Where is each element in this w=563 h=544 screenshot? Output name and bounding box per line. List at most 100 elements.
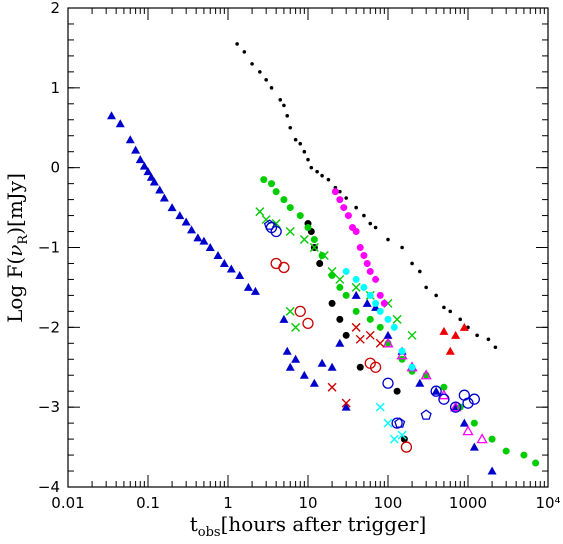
data-point: [338, 189, 342, 194]
data-point: [344, 212, 352, 220]
data-point: [282, 103, 286, 108]
data-point: [431, 386, 441, 395]
data-point: [285, 306, 295, 316]
data-point: [255, 207, 265, 217]
data-point: [327, 266, 337, 276]
data-point: [440, 383, 448, 391]
data-point: [462, 397, 474, 409]
data-point: [470, 419, 478, 427]
data-point: [532, 459, 540, 467]
data-point: [328, 299, 336, 307]
data-point: [430, 385, 442, 397]
data-point: [383, 330, 393, 339]
data-point: [143, 167, 153, 176]
data-point: [310, 236, 318, 244]
data-point: [146, 172, 156, 181]
data-point: [242, 50, 247, 54]
data-point: [392, 314, 402, 324]
data-point: [159, 193, 169, 202]
data-point: [376, 307, 384, 315]
y-tick-label: 0: [50, 159, 60, 177]
data-point: [302, 149, 307, 154]
data-point: [400, 441, 413, 453]
data-point: [394, 417, 406, 428]
data-point: [410, 261, 414, 266]
data-point: [115, 119, 125, 128]
data-point: [469, 442, 479, 451]
data-point: [318, 251, 326, 259]
data-point: [386, 237, 390, 242]
data-point: [167, 203, 177, 212]
data-point: [187, 225, 197, 234]
y-axis-title-pre: Log F(: [3, 257, 27, 323]
data-point: [352, 228, 360, 236]
data-point: [335, 338, 345, 347]
data-point: [250, 62, 254, 66]
y-axis-title-sub: R: [16, 234, 31, 245]
data-point: [372, 275, 380, 283]
x-tick-label: 0.01: [51, 494, 84, 512]
data-point: [375, 338, 385, 348]
y-tick-label: −4: [38, 478, 60, 496]
data-point: [366, 267, 374, 275]
data-point: [355, 334, 365, 344]
data-point: [341, 398, 351, 408]
data-point: [270, 225, 282, 238]
data-point: [299, 370, 309, 379]
data-point: [398, 347, 406, 355]
data-point: [383, 418, 393, 428]
data-point: [193, 233, 203, 242]
data-point: [420, 409, 432, 420]
data-point: [442, 305, 446, 310]
data-point: [331, 188, 339, 196]
x-axis-title-rest: [hours after trigger]: [221, 512, 427, 536]
data-point: [376, 323, 384, 331]
data-point: [438, 393, 450, 405]
data-point: [351, 322, 361, 332]
data-point: [235, 270, 245, 279]
data-point: [356, 363, 364, 371]
data-point: [468, 393, 480, 405]
data-point: [280, 196, 288, 204]
data-point: [261, 215, 271, 225]
y-tick-label: 1: [50, 79, 60, 97]
data-point: [415, 378, 425, 387]
data-point: [486, 337, 491, 342]
data-point-group: [107, 42, 540, 475]
data-point: [125, 135, 135, 144]
data-point: [476, 433, 488, 444]
data-point: [376, 291, 384, 299]
data-point: [309, 243, 319, 252]
data-point: [340, 204, 348, 212]
data-point: [317, 358, 327, 367]
data-point: [391, 417, 403, 429]
y-tick-label: −1: [38, 239, 60, 257]
data-point: [181, 217, 191, 226]
y-axis-title-nu: ν: [3, 245, 27, 257]
data-point: [439, 326, 449, 335]
data-point: [382, 337, 394, 348]
data-point: [291, 354, 301, 363]
data-point: [344, 196, 348, 200]
data-point: [487, 466, 497, 475]
data-point: [365, 330, 375, 340]
data-point: [459, 418, 469, 427]
data-point: [226, 264, 236, 273]
data-point: [356, 244, 364, 251]
y-tick-label: 2: [50, 0, 60, 17]
data-point: [375, 402, 385, 412]
data-point: [393, 387, 401, 395]
data-point: [288, 125, 293, 130]
y-tick-label: −3: [38, 398, 60, 416]
data-point: [327, 382, 337, 392]
data-point: [493, 345, 498, 350]
x-tick-label: 100: [374, 494, 403, 512]
data-point: [373, 225, 378, 230]
data-point: [362, 298, 372, 307]
data-point: [235, 42, 239, 46]
data-point: [296, 212, 304, 220]
data-point: [520, 451, 528, 459]
x-axis-title-main: t: [190, 512, 198, 536]
